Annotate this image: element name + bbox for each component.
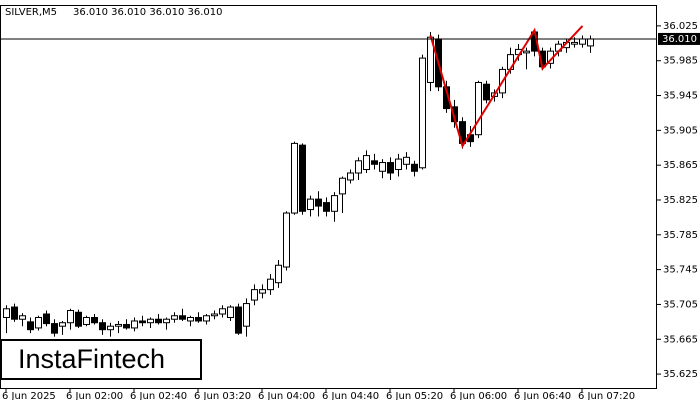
- candle-body: [75, 311, 82, 327]
- candle-body: [3, 308, 10, 318]
- candle-body: [187, 316, 194, 322]
- candle-body: [571, 41, 578, 45]
- x-tick-label: 6 Jun 04:40: [322, 391, 379, 400]
- plot-frame: [0, 5, 657, 389]
- candle-body: [379, 162, 386, 172]
- candle-body: [299, 144, 306, 212]
- y-tick-label: 35.865: [663, 160, 698, 171]
- candle-body: [275, 264, 282, 284]
- candle-body: [363, 155, 370, 171]
- x-tick-label: 6 Jun 05:20: [386, 391, 443, 400]
- x-tick-label: 6 Jun 06:40: [514, 391, 571, 400]
- y-tick-label: 35.905: [663, 125, 698, 136]
- candle-body: [83, 316, 90, 325]
- candle-body: [27, 321, 34, 331]
- candle-body: [139, 320, 146, 324]
- candle-body: [43, 313, 50, 325]
- candle-body: [227, 306, 234, 318]
- candle-body: [67, 310, 74, 324]
- candle-body: [179, 315, 186, 320]
- candle-body: [243, 303, 250, 327]
- candle-body: [339, 177, 346, 195]
- candle-body: [523, 50, 530, 54]
- x-tick-label: 6 Jun 02:00: [66, 391, 123, 400]
- x-tick-label: 6 Jun 06:00: [450, 391, 507, 400]
- candle-body: [291, 142, 298, 214]
- candle-body: [91, 316, 98, 324]
- y-tick-label: 35.945: [663, 91, 698, 102]
- current-price-box: [658, 32, 700, 45]
- logo-text: InstaFintech: [18, 344, 165, 374]
- chart-title: SILVER,M5: [5, 7, 57, 18]
- candle-body: [475, 81, 482, 136]
- candle-body: [259, 289, 266, 294]
- y-tick-label: 35.825: [663, 195, 698, 206]
- candle-body: [19, 315, 26, 320]
- y-tick-label: 35.985: [663, 56, 698, 67]
- x-tick-label: 6 Jun 02:40: [130, 391, 187, 400]
- ohlc-info: 36.010 36.010 36.010 36.010: [73, 7, 223, 18]
- pattern-line: [429, 25, 584, 149]
- candle-body: [59, 322, 66, 327]
- y-tick-label: 35.785: [663, 230, 698, 241]
- candle-body: [123, 323, 130, 329]
- candle-body: [267, 278, 274, 291]
- candle-body: [211, 313, 218, 317]
- candle-body: [147, 318, 154, 324]
- candle-body: [395, 158, 402, 171]
- y-tick-label: 35.745: [663, 265, 698, 276]
- candle-body: [579, 38, 586, 45]
- candle-body: [51, 323, 58, 334]
- y-tick-label: 35.665: [663, 334, 698, 345]
- candle-body: [163, 318, 170, 324]
- x-tick-label: 6 Jun 03:20: [194, 391, 251, 400]
- current-price-label: 36.010: [662, 34, 697, 45]
- candle-body: [323, 202, 330, 212]
- candle-body: [251, 289, 258, 301]
- candle-body: [195, 316, 202, 322]
- candle-body: [219, 308, 226, 315]
- candle-body: [235, 306, 242, 334]
- candle-body: [403, 156, 410, 165]
- candle-body: [371, 160, 378, 165]
- candle-body: [355, 160, 362, 174]
- logo-box: [0, 339, 202, 380]
- candle-body: [411, 163, 418, 172]
- candle-body: [131, 320, 138, 329]
- candle-body: [35, 316, 42, 329]
- candle-body: [115, 323, 122, 327]
- candle-body: [483, 83, 490, 101]
- x-tick-label: 6 Jun 2025: [2, 391, 56, 400]
- candle-body: [347, 172, 354, 181]
- y-tick-label: 36.025: [663, 21, 698, 32]
- candle-body: [419, 57, 426, 169]
- candle-body: [11, 306, 18, 320]
- y-tick-label: 35.705: [663, 299, 698, 310]
- candle-body: [315, 198, 322, 207]
- candle-body: [307, 198, 314, 211]
- candle-body: [171, 315, 178, 320]
- candle-body: [107, 325, 114, 331]
- candle-body: [203, 315, 210, 322]
- candle-body: [155, 318, 162, 324]
- y-tick-label: 35.625: [663, 369, 698, 380]
- candle-body: [283, 212, 290, 268]
- x-tick-label: 6 Jun 04:00: [258, 391, 315, 400]
- candle-body: [587, 38, 594, 47]
- candle-body: [99, 322, 106, 331]
- candle-body: [331, 195, 338, 212]
- x-tick-label: 6 Jun 07:20: [578, 391, 635, 400]
- candle-body: [387, 162, 394, 174]
